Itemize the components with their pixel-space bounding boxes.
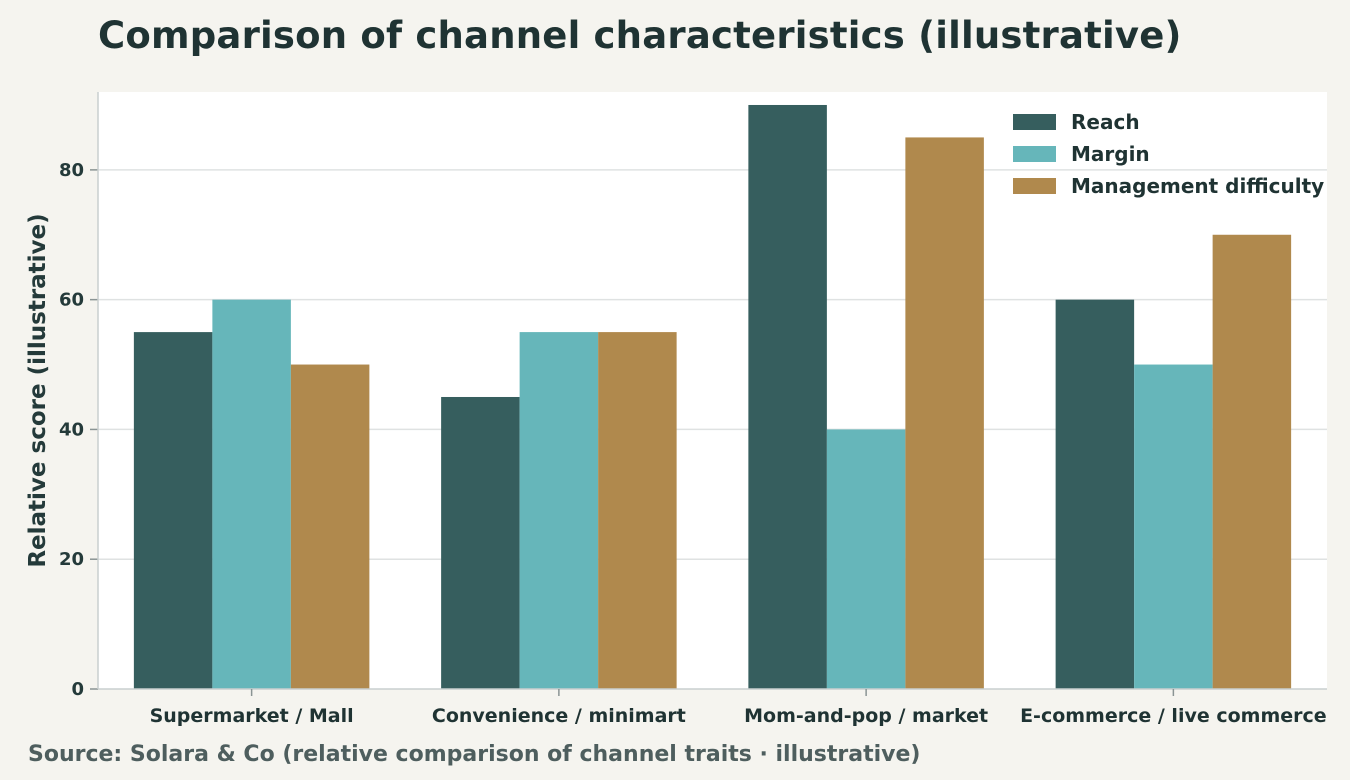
x-tick-label: Mom-and-pop / market bbox=[744, 705, 988, 727]
y-tick-label: 20 bbox=[59, 549, 84, 570]
bar-margin-3 bbox=[826, 429, 906, 689]
legend-swatch bbox=[1013, 114, 1056, 130]
y-tick-label: 40 bbox=[59, 419, 84, 440]
y-tick-label: 80 bbox=[59, 160, 84, 181]
bar-margin-4 bbox=[1134, 364, 1213, 689]
y-tick-label: 0 bbox=[71, 679, 84, 700]
bar-reach-1 bbox=[133, 332, 213, 689]
source-note: Source: Solara & Co (relative comparison… bbox=[28, 742, 921, 767]
bar-management-difficulty-1 bbox=[290, 364, 370, 689]
x-tick-label: Convenience / minimart bbox=[432, 705, 686, 727]
bar-reach-2 bbox=[441, 396, 520, 689]
axes: 0 20 40 60 80 Relative score (illustrative) Su… bbox=[25, 92, 1327, 727]
x-tick-label: Supermarket / Mall bbox=[150, 705, 354, 727]
bar-margin-1 bbox=[212, 299, 291, 689]
legend-label: Margin bbox=[1071, 142, 1150, 166]
legend-label: Reach bbox=[1071, 110, 1140, 134]
y-axis-title: Relative score (illustrative) bbox=[25, 213, 51, 567]
legend-label: Management difficulty bbox=[1071, 174, 1324, 198]
bar-margin-2 bbox=[519, 332, 599, 689]
y-tick-label: 60 bbox=[59, 290, 84, 311]
x-tick-label: E-commerce / live commerce bbox=[1020, 705, 1327, 727]
bar-management-difficulty-4 bbox=[1212, 234, 1292, 689]
legend-swatch bbox=[1013, 178, 1056, 194]
bar-management-difficulty-2 bbox=[598, 332, 677, 689]
bar-reach-4 bbox=[1055, 299, 1135, 689]
bar-reach-3 bbox=[748, 104, 827, 689]
bar-management-difficulty-3 bbox=[905, 137, 984, 689]
legend-swatch bbox=[1013, 146, 1056, 162]
chart-title: Comparison of channel characteristics (i… bbox=[98, 14, 1182, 57]
legend: Reach Margin Management difficulty bbox=[1013, 110, 1324, 198]
bars bbox=[133, 104, 1292, 689]
